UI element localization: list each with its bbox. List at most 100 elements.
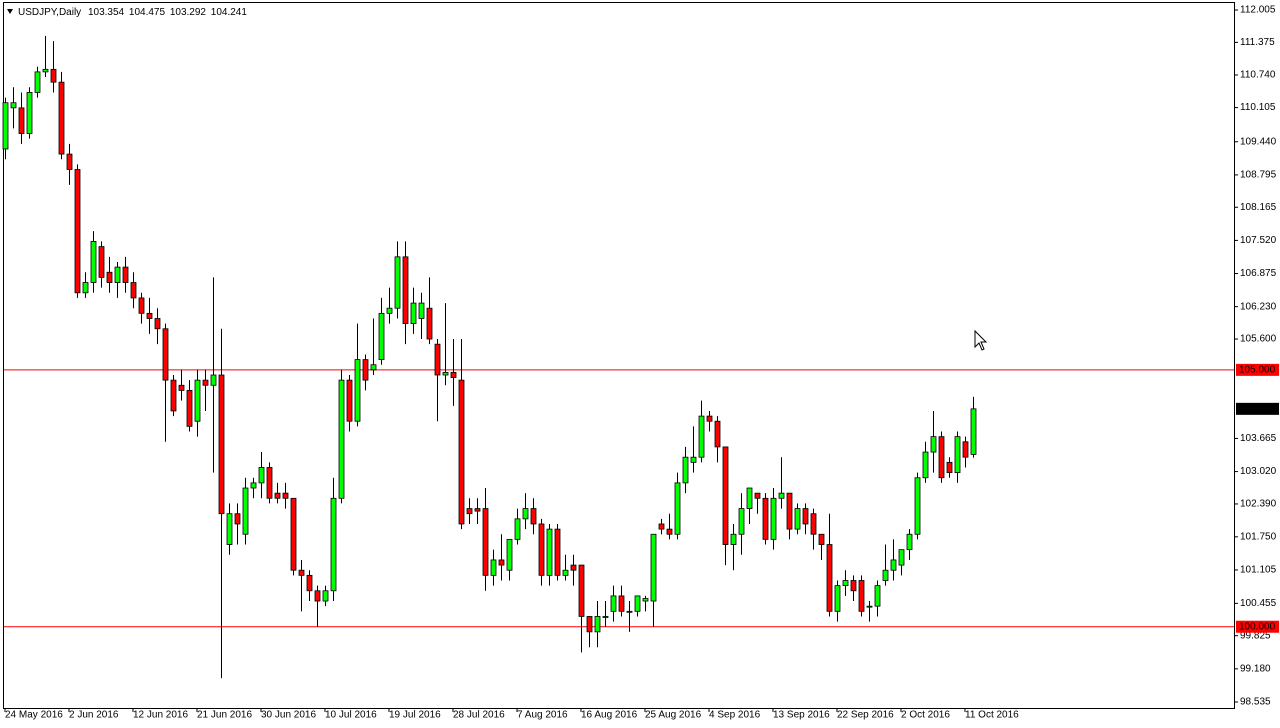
candle-body [194, 379, 201, 422]
candle-body [714, 420, 721, 448]
candle-body [946, 461, 953, 474]
header-high: 104.475 [129, 7, 166, 18]
y-tick-label: 108.795 [1240, 170, 1277, 181]
candle-body [938, 436, 945, 479]
candle-body [786, 492, 793, 530]
candle-body [266, 467, 273, 499]
candle-body [162, 328, 169, 381]
x-tick-label: 28 Jul 2016 [453, 710, 505, 721]
candle-body [290, 497, 297, 571]
candle-body [930, 436, 937, 453]
plot-frame [3, 2, 1235, 709]
candle-body [482, 508, 489, 576]
candle-body [762, 497, 769, 540]
symbol: USDJPY,Daily [18, 7, 81, 18]
y-tick-label: 110.740 [1240, 70, 1276, 81]
candle-body [10, 102, 17, 109]
candle-body [866, 605, 873, 608]
candle-body [690, 456, 697, 463]
y-tick-label: 105.600 [1240, 334, 1277, 345]
candle-body [2, 102, 9, 150]
candle-body [426, 307, 433, 340]
candle-body [802, 508, 809, 525]
candle-body [98, 246, 105, 278]
y-tick-label: 108.165 [1240, 202, 1277, 213]
mouse-cursor [974, 329, 988, 351]
candle-body [226, 513, 233, 545]
x-tick-label: 21 Jun 2016 [197, 710, 252, 721]
candle-body [362, 359, 369, 381]
candle-body [538, 523, 545, 576]
candle-body [34, 71, 41, 93]
y-tick-label: 99.825 [1240, 630, 1271, 641]
candle-body [698, 415, 705, 458]
candle-body [874, 585, 881, 607]
candle-body [42, 68, 49, 73]
candle-body [586, 616, 593, 633]
candle-body [890, 559, 897, 571]
candle-body [770, 497, 777, 540]
y-tick-label: 98.535 [1240, 697, 1271, 708]
x-tick-label: 16 Aug 2016 [581, 710, 638, 721]
candle-body [858, 580, 865, 612]
candle-body [434, 343, 441, 376]
candle-body [898, 549, 905, 566]
price-label: 105.000 [1239, 364, 1276, 375]
candle-body [922, 451, 929, 479]
candle-body [522, 508, 529, 520]
header-close: 104.241 [211, 7, 248, 18]
candle-body [178, 384, 185, 391]
candle-body [82, 282, 89, 294]
x-tick-label: 10 Jul 2016 [325, 710, 377, 721]
candle-body [202, 379, 209, 386]
x-tick-label: 24 May 2016 [5, 710, 63, 721]
candle-body [402, 256, 409, 325]
candle-body [370, 364, 377, 371]
chart-header: USDJPY,Daily 103.354 104.475 103.292 104… [18, 7, 247, 18]
candle-body [570, 564, 577, 571]
y-tick-label: 100.455 [1240, 598, 1277, 609]
y-tick-label: 106.875 [1240, 268, 1277, 279]
candle-body [778, 492, 785, 499]
candle-body [498, 559, 505, 566]
candle-body [394, 256, 401, 309]
candle-body [346, 379, 353, 422]
candle-body [74, 169, 81, 294]
candle-body [282, 492, 289, 499]
candle-body [354, 359, 361, 422]
candle-body [26, 92, 33, 134]
price-label: 100.000 [1239, 621, 1276, 632]
price-label-box [1236, 620, 1279, 633]
candle-body [458, 379, 465, 525]
y-tick-label: 101.105 [1240, 565, 1277, 576]
last-price-label: 104.241 [1239, 403, 1276, 414]
candle-body [138, 297, 145, 314]
candle-body [746, 487, 753, 509]
candle-body [514, 518, 521, 540]
candle-body [490, 559, 497, 576]
candle-body [842, 580, 849, 587]
candle-body [914, 477, 921, 535]
candle-body [634, 595, 641, 612]
candle-body [130, 282, 137, 299]
x-tick-label: 2 Jun 2016 [69, 710, 119, 721]
candle-body [258, 467, 265, 484]
x-tick-label: 25 Aug 2016 [645, 710, 702, 721]
candle-body [578, 564, 585, 617]
candle-body [626, 610, 633, 613]
y-tick-label: 102.390 [1240, 499, 1277, 510]
candle-body [274, 492, 281, 499]
candle-body [386, 307, 393, 314]
candle-body [706, 415, 713, 422]
header-open: 103.354 [88, 7, 125, 18]
candle-body [970, 408, 977, 455]
candle-body [250, 482, 257, 489]
candle-body [530, 508, 537, 525]
last-price-box [1236, 402, 1279, 415]
y-tick-label: 109.440 [1240, 136, 1277, 147]
candle-body [90, 241, 97, 283]
y-tick-label: 106.230 [1240, 301, 1277, 312]
x-tick-label: 4 Sep 2016 [709, 710, 761, 721]
price-label-box [1236, 363, 1279, 376]
